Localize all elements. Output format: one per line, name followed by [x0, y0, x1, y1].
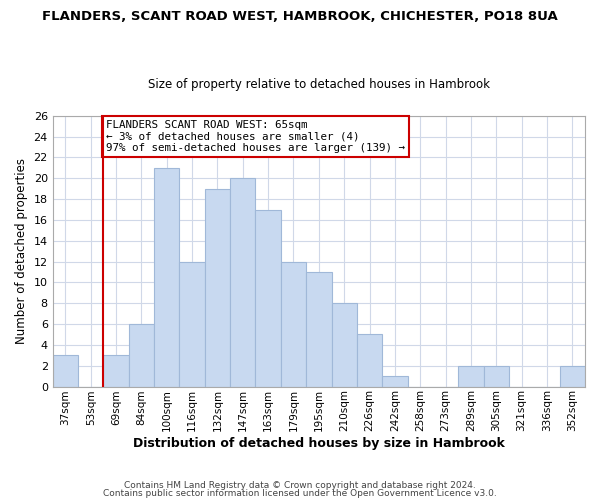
Text: FLANDERS, SCANT ROAD WEST, HAMBROOK, CHICHESTER, PO18 8UA: FLANDERS, SCANT ROAD WEST, HAMBROOK, CHI… [42, 10, 558, 23]
Bar [154, 168, 179, 386]
Bar [129, 324, 154, 386]
Bar [53, 356, 78, 386]
Bar [103, 356, 129, 386]
Bar [179, 262, 205, 386]
Bar [306, 272, 332, 386]
Title: Size of property relative to detached houses in Hambrook: Size of property relative to detached ho… [148, 78, 490, 91]
Bar [332, 303, 357, 386]
Y-axis label: Number of detached properties: Number of detached properties [15, 158, 28, 344]
Bar [230, 178, 256, 386]
Bar [484, 366, 509, 386]
Bar [382, 376, 407, 386]
Bar [458, 366, 484, 386]
Bar [256, 210, 281, 386]
Bar [281, 262, 306, 386]
Text: FLANDERS SCANT ROAD WEST: 65sqm
← 3% of detached houses are smaller (4)
97% of s: FLANDERS SCANT ROAD WEST: 65sqm ← 3% of … [106, 120, 405, 153]
Bar [560, 366, 585, 386]
X-axis label: Distribution of detached houses by size in Hambrook: Distribution of detached houses by size … [133, 437, 505, 450]
Bar [205, 188, 230, 386]
Text: Contains HM Land Registry data © Crown copyright and database right 2024.: Contains HM Land Registry data © Crown c… [124, 481, 476, 490]
Bar [357, 334, 382, 386]
Text: Contains public sector information licensed under the Open Government Licence v3: Contains public sector information licen… [103, 488, 497, 498]
